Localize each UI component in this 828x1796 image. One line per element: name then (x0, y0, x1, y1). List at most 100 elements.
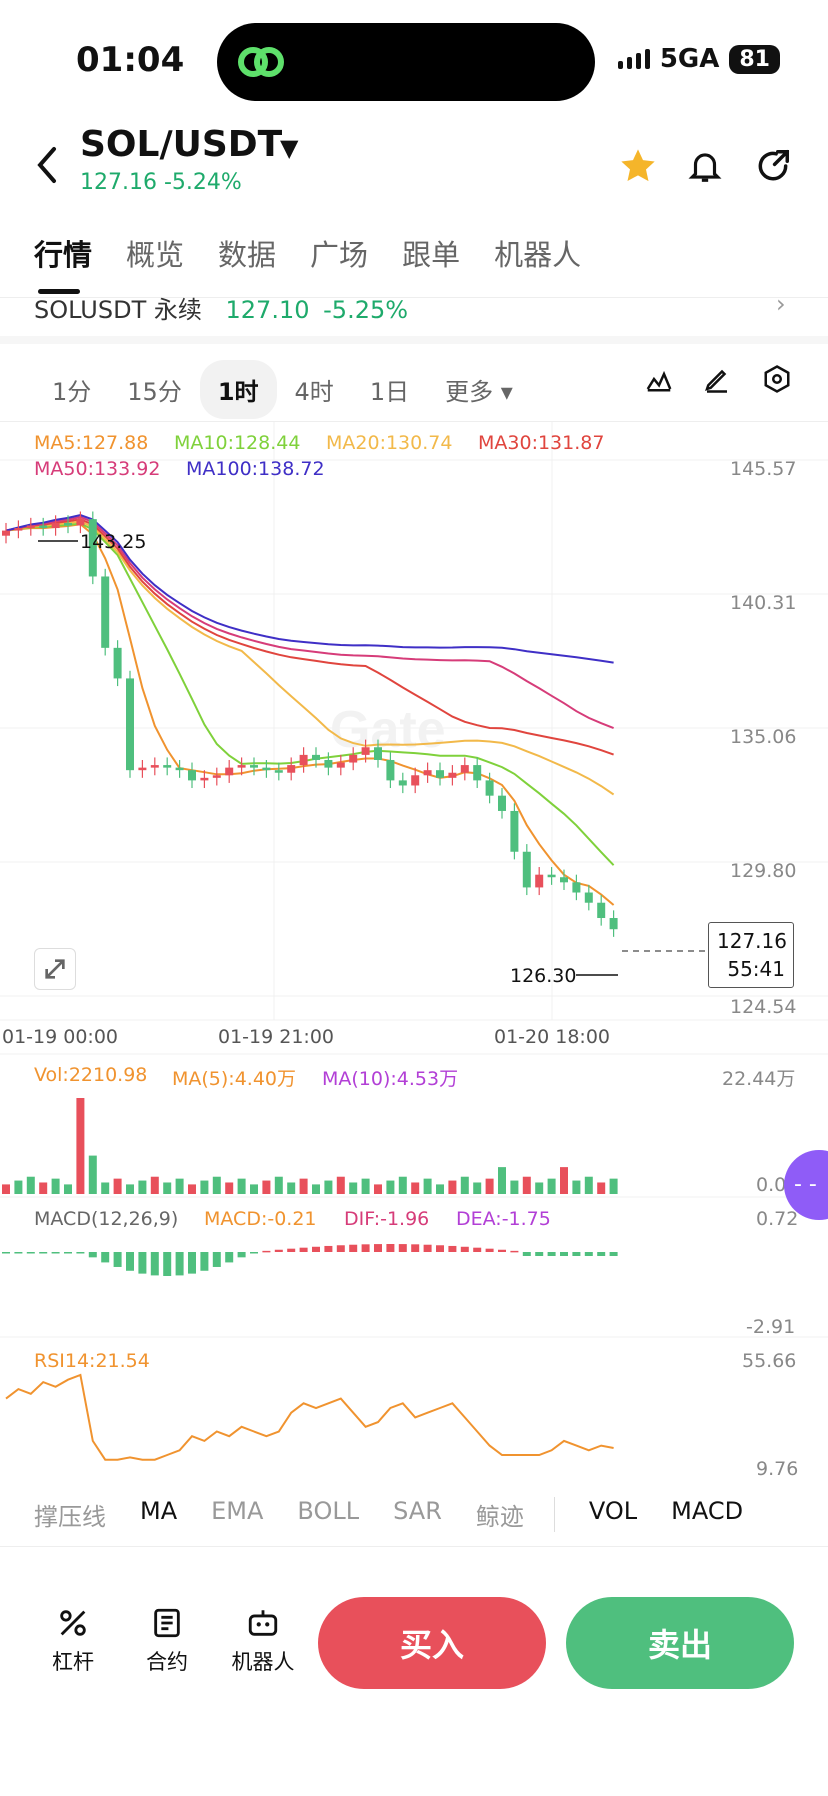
volume-bar (200, 1180, 209, 1194)
vol-ma10-legend: MA(10):4.53万 (322, 1068, 459, 1090)
ma-lines (5, 513, 615, 906)
ma20-legend: MA20:130.74 (326, 432, 453, 454)
futures-button[interactable]: 合约 (132, 1606, 202, 1676)
interval-1d[interactable]: 1日 (369, 378, 410, 406)
interval-15m[interactable]: 15分 (127, 378, 182, 406)
volume-bar (411, 1182, 420, 1194)
chart-grid (0, 422, 828, 1338)
interval-more[interactable]: 更多 ▾ (445, 378, 513, 406)
macd-bar (597, 1252, 606, 1256)
indicator-icon[interactable] (644, 364, 674, 394)
ma-line (5, 523, 615, 906)
macd-bar (113, 1252, 122, 1267)
indicator-macd[interactable]: MACD (671, 1497, 744, 1525)
contract-row[interactable]: SOLUSDT 永续 127.10 -5.25% (34, 290, 408, 325)
interval-4h[interactable]: 4时 (294, 378, 334, 406)
tab-data[interactable]: 数据 (218, 238, 277, 272)
volume-bar (88, 1155, 97, 1194)
macd-bar (361, 1244, 370, 1252)
candle-body (237, 765, 246, 768)
chevron-right-icon[interactable]: › (776, 290, 786, 318)
candle-body (101, 576, 110, 648)
macd-bar (250, 1252, 258, 1254)
macd-bar (547, 1252, 556, 1256)
indicator-selector: 撑压线 MA EMA BOLL SAR 鲸迹 VOL MACD (0, 1497, 828, 1532)
macd-bar (336, 1245, 345, 1252)
volume-bar (374, 1184, 382, 1194)
indicator-ma[interactable]: MA (140, 1497, 178, 1525)
volume-bar (225, 1182, 234, 1194)
pair-title[interactable]: SOL/USDT (80, 124, 283, 165)
bell-icon[interactable] (686, 146, 724, 186)
star-icon[interactable] (618, 146, 658, 186)
back-chevron-icon[interactable] (34, 145, 60, 185)
macd-bar (349, 1244, 358, 1252)
interval-1h[interactable]: 1时 (199, 360, 277, 419)
interval-1m[interactable]: 1分 (52, 378, 92, 406)
indicator-ema[interactable]: EMA (211, 1497, 264, 1525)
expand-chart-button[interactable] (34, 948, 76, 990)
dynamic-island (217, 23, 595, 101)
macd-bar (324, 1245, 333, 1252)
volume-bar (547, 1178, 556, 1194)
candle-body (51, 522, 60, 529)
tab-bot[interactable]: 机器人 (494, 238, 582, 272)
contract-icon (154, 1608, 180, 1638)
pair-price-change: 127.16 -5.24% (80, 170, 242, 195)
signal-icon (617, 49, 650, 69)
volume-bar (473, 1182, 482, 1194)
macd-bar (287, 1248, 296, 1252)
volume-bar (609, 1178, 618, 1194)
candle-body (572, 882, 581, 893)
tab-overview[interactable]: 概览 (126, 238, 185, 272)
time-axis-label: 01-19 21:00 (218, 1026, 335, 1048)
candle-body (188, 770, 196, 781)
volume-bar (436, 1184, 444, 1194)
volume-bar (584, 1176, 593, 1194)
volume-bar (312, 1184, 320, 1194)
tab-market[interactable]: 行情 (34, 238, 93, 272)
rsi-legend: RSI14:21.54 (34, 1350, 150, 1372)
indicator-support[interactable]: 撑压线 (34, 1503, 106, 1531)
buy-button[interactable]: 买入 (318, 1597, 546, 1689)
settings-hex-icon[interactable] (762, 364, 792, 394)
indicator-vol[interactable]: VOL (553, 1497, 637, 1532)
macd-bar (560, 1252, 568, 1256)
volume-bar (64, 1184, 72, 1194)
candle-body (398, 780, 407, 786)
candle-body (274, 770, 283, 773)
volume-bar (212, 1176, 221, 1194)
indicator-boll[interactable]: BOLL (297, 1497, 360, 1525)
divider (0, 297, 828, 298)
macd-bar (386, 1244, 395, 1252)
macd-bar (163, 1252, 172, 1276)
macd-bar (200, 1252, 209, 1271)
tab-square[interactable]: 广场 (310, 238, 369, 272)
share-icon[interactable] (754, 146, 792, 186)
volume-bar (26, 1176, 35, 1194)
candle-body (312, 754, 320, 760)
volume-bar (113, 1178, 122, 1194)
ma10-legend: MA10:128.44 (174, 432, 301, 454)
macd-bar (448, 1245, 457, 1252)
network-label: 5GA (659, 44, 720, 74)
candle-body (225, 767, 234, 776)
tab-copy-trade[interactable]: 跟单 (402, 238, 461, 272)
status-indicators: 5GA 81 (617, 44, 780, 74)
indicator-sar[interactable]: SAR (393, 1497, 442, 1525)
macd-bar (436, 1245, 444, 1252)
macd-bar (460, 1246, 469, 1252)
macd-bar (485, 1248, 494, 1252)
macd-bar (398, 1244, 407, 1252)
draw-pen-icon[interactable] (702, 364, 732, 394)
leverage-button[interactable]: 杠杆 (38, 1606, 108, 1676)
volume-bar (101, 1182, 110, 1194)
kline-chart[interactable]: Gate 143.25 126.30 (0, 422, 828, 1494)
macd-bar (473, 1247, 482, 1252)
indicator-whale[interactable]: 鲸迹 (475, 1503, 524, 1531)
bot-button[interactable]: 机器人 (226, 1606, 300, 1676)
sell-button[interactable]: 卖出 (566, 1597, 794, 1689)
macd-bar (138, 1252, 147, 1274)
candle-body (510, 810, 519, 852)
pair-dropdown-icon[interactable]: ▼ (280, 134, 299, 162)
